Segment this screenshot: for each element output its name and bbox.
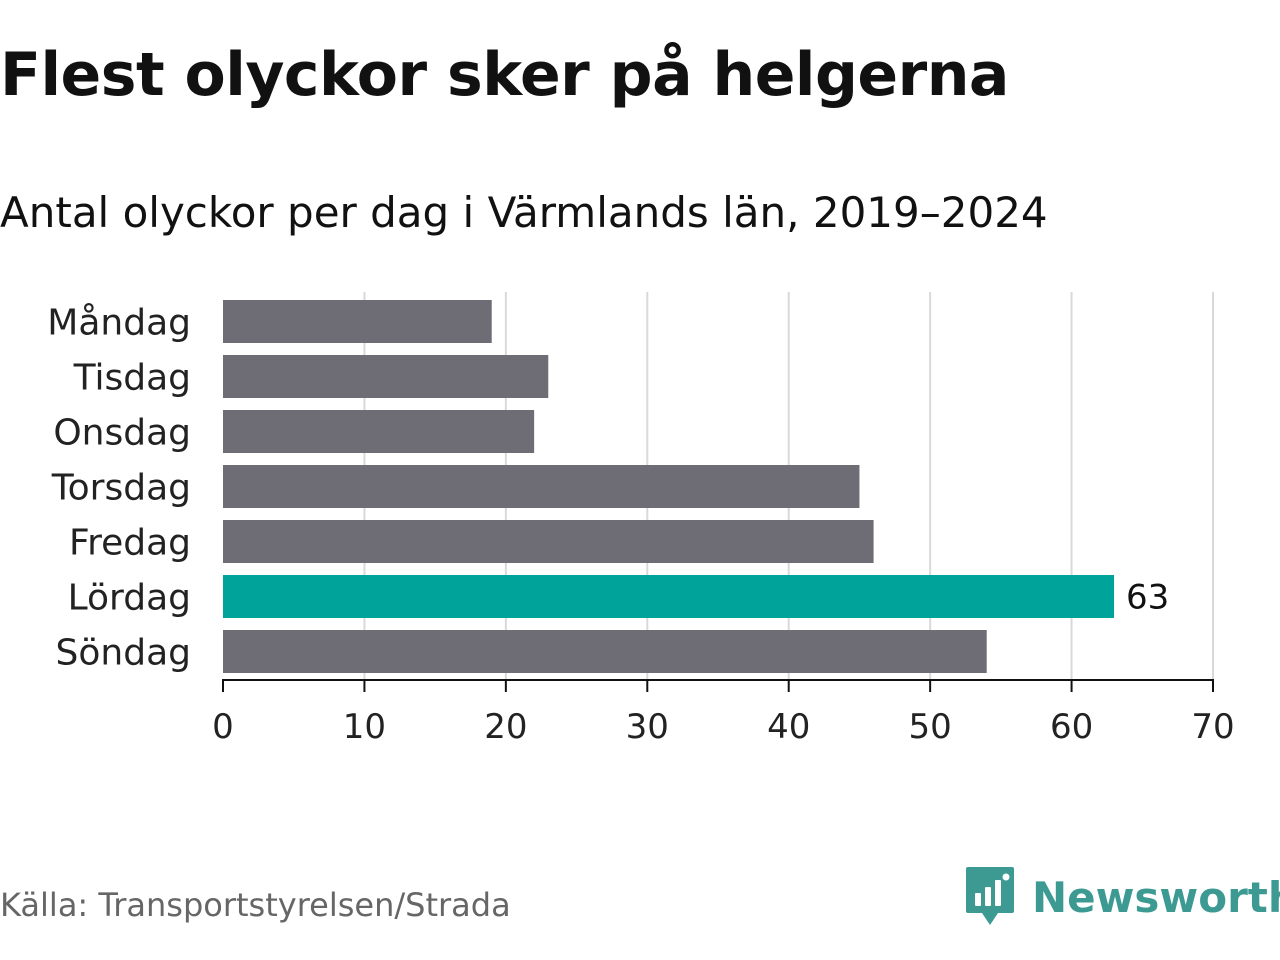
x-tick-label-30: 30 bbox=[626, 707, 669, 747]
category-label-Onsdag: Onsdag bbox=[53, 413, 191, 454]
data-label-Lördag: 63 bbox=[1126, 578, 1169, 618]
bar-Måndag bbox=[223, 300, 492, 343]
x-tick-label-40: 40 bbox=[767, 707, 810, 747]
brand-name: Newsworthy bbox=[1032, 872, 1280, 922]
bar-Torsdag bbox=[223, 465, 860, 508]
bar-Onsdag bbox=[223, 410, 535, 453]
category-label-Fredag: Fredag bbox=[69, 523, 191, 564]
source-note: Källa: Transportstyrelsen/Strada bbox=[0, 886, 511, 924]
category-label-Måndag: Måndag bbox=[47, 303, 191, 344]
x-tick-label-50: 50 bbox=[909, 707, 952, 747]
category-label-Tisdag: Tisdag bbox=[73, 358, 191, 399]
bar-Tisdag bbox=[223, 355, 549, 398]
bar-Lördag bbox=[223, 575, 1114, 618]
bar-Fredag bbox=[223, 520, 874, 563]
x-tick-label-60: 60 bbox=[1050, 707, 1093, 747]
category-label-Söndag: Söndag bbox=[56, 633, 191, 674]
bar-chart: Måndag Tisdag Onsdag Torsdag Fredag Lördag Sön… bbox=[47, 292, 1235, 747]
brand-logo: Newsworthy bbox=[964, 862, 1280, 932]
category-label-Torsdag: Torsdag bbox=[51, 468, 191, 509]
x-tick-label-0: 0 bbox=[212, 707, 234, 747]
chart-subtitle: Antal olyckor per dag i Värmlands län, 2… bbox=[0, 188, 1048, 237]
x-tick-label-70: 70 bbox=[1191, 707, 1234, 747]
x-tick-label-10: 10 bbox=[343, 707, 386, 747]
bar-chart-bubble-icon bbox=[966, 867, 1014, 925]
x-tick-label-20: 20 bbox=[484, 707, 527, 747]
category-label-Lördag: Lördag bbox=[68, 578, 191, 619]
bar-Söndag bbox=[223, 630, 987, 673]
chart-title: Flest olyckor sker på helgerna bbox=[0, 40, 1009, 110]
